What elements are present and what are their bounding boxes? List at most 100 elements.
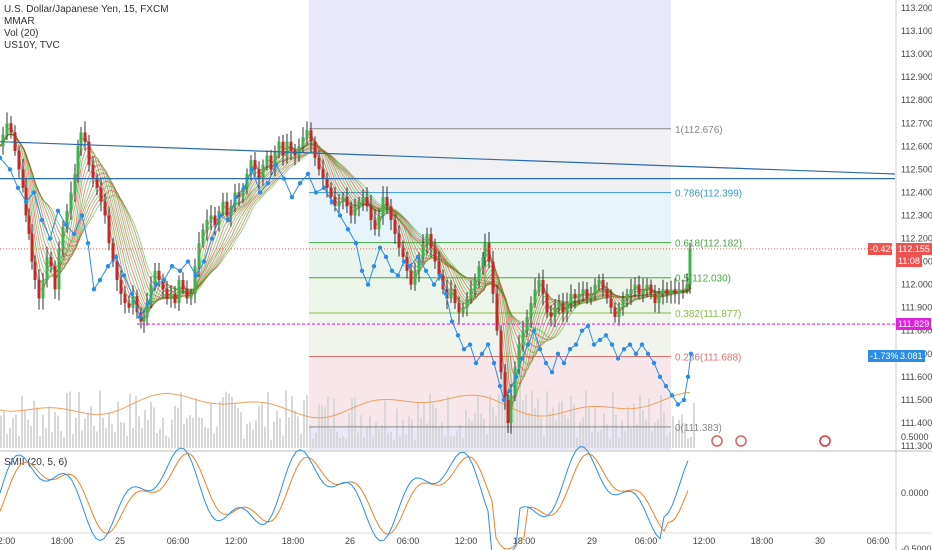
indicator-us10y[interactable]: US10Y, TVC [4,40,60,51]
fib-label-0.5: 0.5(112.030) [675,274,731,285]
volume-bar [627,407,629,448]
candle-body [581,289,585,294]
volume-bar [336,431,338,448]
candle-body [261,164,265,179]
us10y-point [501,397,507,403]
volume-bar [141,428,143,448]
candle-body [1,134,5,147]
volume-bar [171,419,173,448]
us10y-point [657,374,663,380]
us10y-point [543,360,549,366]
us10y-point [455,333,461,338]
us10y-point [377,245,383,250]
volume-bar [12,417,14,448]
volume-bar [276,410,278,448]
indicator-volume[interactable]: Vol (20) [4,28,39,39]
volume-bar [234,402,236,448]
time-tick: 12:00 [693,536,716,546]
volume-bar [654,422,656,448]
volume-bar [357,432,359,448]
us10y-point [305,171,311,177]
volume-bar [477,394,479,448]
candle-body [119,280,123,294]
support-price-tag: 111.829 [896,318,932,330]
candle-body [597,280,601,285]
us10y-point [525,342,531,347]
volume-bar [441,422,443,448]
candle-body [353,206,357,216]
candle-body [257,169,261,179]
volume-bar [144,409,146,448]
candle-body [173,293,177,304]
price-tick: 112.400 [901,187,932,197]
candle-body [349,206,353,216]
candle-body [76,146,80,174]
volume-bar [168,437,170,448]
us10y-point [329,199,335,204]
smii-line [0,446,689,550]
volume-bar [288,417,290,448]
us10y-point [467,342,473,347]
smii-legend[interactable]: SMII (20, 5, 6) [4,457,68,468]
smii-tick: -0.5000 [901,544,932,550]
volume-bar [159,428,161,448]
candle-body [107,215,111,244]
volume-bar [597,431,599,448]
volume-bar [81,430,83,448]
candle-body [365,197,369,207]
volume-bar [303,400,305,448]
candle-body [673,289,677,294]
candle-body [269,155,273,170]
volume-bar [33,400,35,448]
us10y-point [549,370,555,375]
candle-body [477,266,481,281]
candle-body [481,256,485,267]
volume-bar [390,431,392,448]
candle-body [593,284,597,294]
volume-bar [132,428,134,448]
us10y-point [415,254,421,260]
us10y-point [513,374,519,380]
volume-bar [678,419,680,448]
candle-body [681,289,685,291]
candle-body [617,307,621,317]
volume-bar [225,391,227,448]
volume-bar [294,410,296,448]
candle-body [161,280,165,290]
volume-bar [240,412,242,448]
time-tick: 18:00 [51,536,74,546]
volume-bar [108,412,110,448]
us10y-point [609,342,615,347]
volume-bar [660,395,662,448]
volume-bar [528,412,530,448]
price-tick: 111.600 [901,372,932,382]
candle-body [397,233,401,248]
candle-body [27,215,31,234]
volume-bar [657,419,659,448]
candle-body [621,298,625,308]
us10y-point [273,162,279,167]
indicator-mmar[interactable]: MMAR [4,16,35,27]
volume-bar [120,422,122,448]
volume-bar [39,436,41,448]
volume-bar [492,406,494,448]
price-tick: 111.800 [901,326,932,336]
us10y-point [225,217,231,223]
volume-bar [195,398,197,448]
volume-bar [576,437,578,448]
volume-bar [363,437,365,448]
volume-bar [204,426,206,448]
fib-label-0.618: 0.618(112.182) [675,239,742,250]
volume-bar [438,426,440,448]
volume-bar [156,433,158,448]
us10y-point [651,360,657,366]
price-tick: 111.900 [901,303,932,313]
volume-ma-line [0,391,691,419]
candle-body [573,293,577,299]
candle-body [369,206,373,221]
fib-zone-0 [309,128,671,193]
us10y-point [257,190,263,195]
event-marker [735,435,747,447]
time-tick: 25 [115,536,125,546]
